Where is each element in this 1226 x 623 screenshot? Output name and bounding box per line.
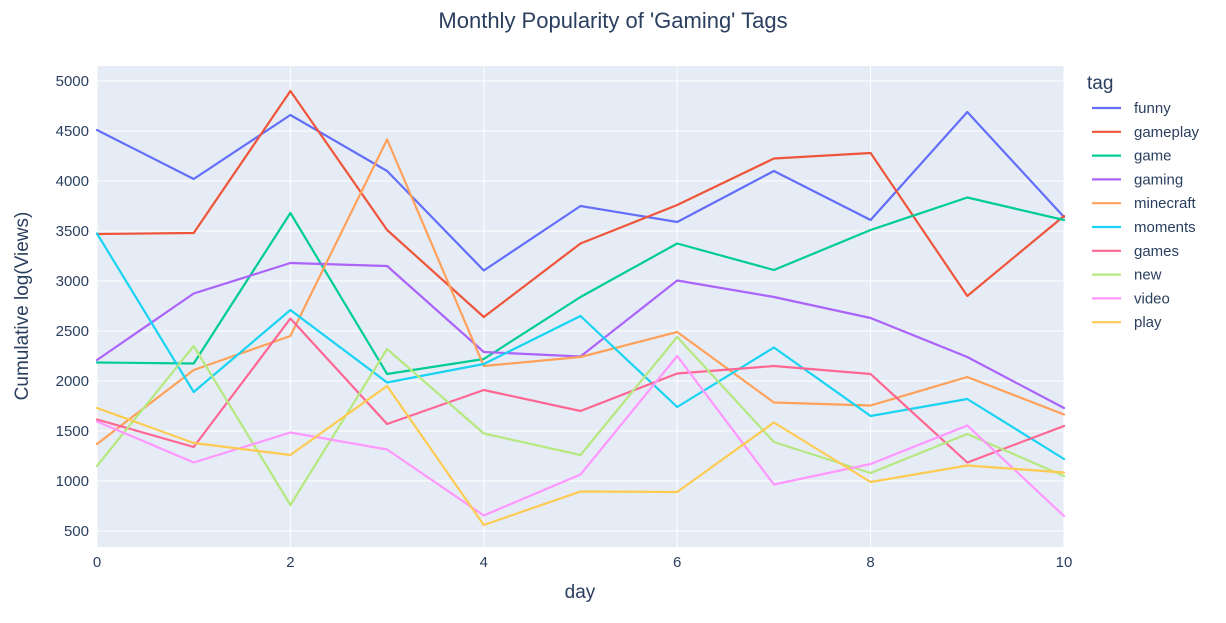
series-line-minecraft [95, 138, 1066, 446]
y-tick-label: 500 [64, 523, 89, 540]
series-line-gameplay [95, 89, 1066, 319]
legend-item-minecraft[interactable]: minecraft [1092, 195, 1197, 212]
y-tick-label: 4000 [56, 173, 89, 190]
legend-label: play [1134, 314, 1162, 331]
y-tick-label: 3500 [56, 223, 89, 240]
y-tick-label: 3000 [56, 273, 89, 290]
y-tick-label: 2500 [56, 323, 89, 340]
series-line-moments [95, 232, 1066, 461]
series-line-video [95, 354, 1066, 518]
legend-item-new[interactable]: new [1092, 267, 1162, 284]
y-tick-label: 5000 [56, 73, 89, 90]
legend-label: moments [1134, 219, 1196, 236]
legend-label: games [1134, 243, 1179, 260]
series-line-games [95, 317, 1066, 464]
series-line-funny [95, 110, 1066, 272]
series-line-play [95, 384, 1066, 527]
legend-label: gaming [1134, 171, 1183, 188]
plot-area [97, 66, 1064, 547]
legend-item-video[interactable]: video [1092, 290, 1170, 307]
legend-title: tag [1087, 73, 1113, 94]
legend: tag funny gameplay game gaming minecraft mome… [1087, 73, 1200, 331]
y-tick-label: 1500 [56, 423, 89, 440]
y-tick-label: 2000 [56, 373, 89, 390]
x-axis-ticks: 0 2 4 6 8 10 [93, 554, 1073, 571]
x-tick-label: 4 [480, 554, 488, 571]
legend-label: video [1134, 290, 1170, 307]
legend-label: funny [1134, 100, 1171, 117]
y-tick-label: 4500 [56, 123, 89, 140]
legend-item-games[interactable]: games [1092, 243, 1179, 260]
chart-title: Monthly Popularity of 'Gaming' Tags [438, 8, 787, 33]
legend-label: new [1134, 267, 1162, 284]
x-tick-label: 6 [673, 554, 681, 571]
x-axis-title: day [565, 582, 596, 603]
series-group [95, 89, 1066, 527]
legend-label: gameplay [1134, 124, 1200, 141]
legend-item-funny[interactable]: funny [1092, 100, 1171, 117]
legend-label: game [1134, 148, 1172, 165]
y-axis-ticks: 500 1000 1500 2000 2500 3000 3500 4000 4500 5000 [56, 73, 89, 540]
y-axis-title: Cumulative log(Views) [12, 212, 33, 401]
legend-label: minecraft [1134, 195, 1197, 212]
legend-item-play[interactable]: play [1092, 314, 1162, 331]
legend-item-game[interactable]: game [1092, 148, 1172, 165]
legend-item-gameplay[interactable]: gameplay [1092, 124, 1200, 141]
legend-item-gaming[interactable]: gaming [1092, 171, 1183, 188]
x-tick-label: 8 [866, 554, 874, 571]
x-tick-label: 10 [1056, 554, 1073, 571]
series-line-game [95, 196, 1066, 376]
y-tick-label: 1000 [56, 473, 89, 490]
x-tick-label: 2 [286, 554, 294, 571]
legend-item-moments[interactable]: moments [1092, 219, 1196, 236]
x-tick-label: 0 [93, 554, 101, 571]
